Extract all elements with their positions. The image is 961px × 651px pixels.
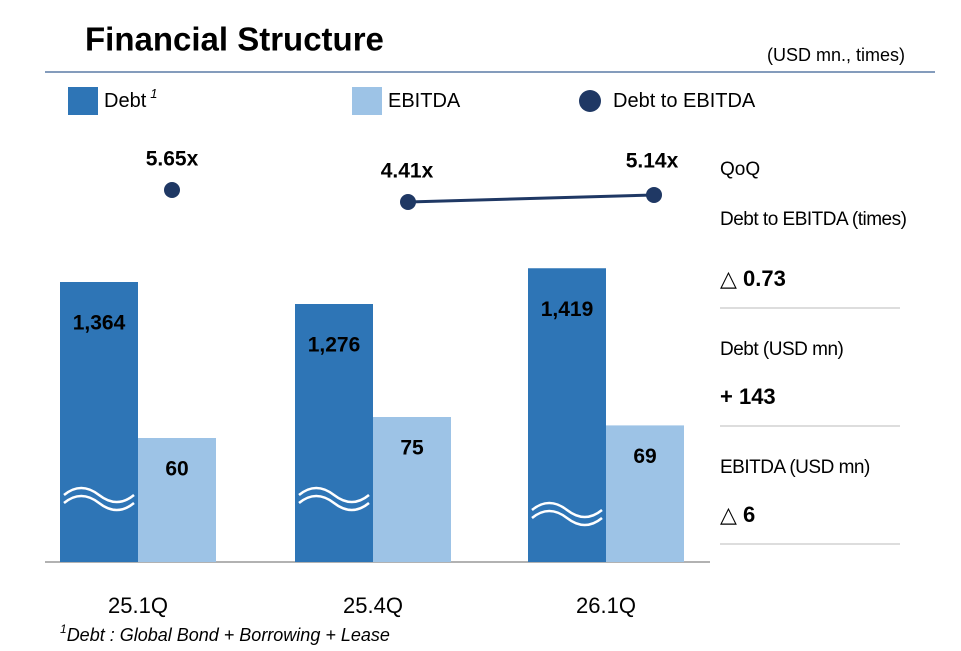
ratio-line (407, 193, 655, 204)
ratio-point (646, 186, 662, 203)
panel-title: QoQ (720, 159, 760, 180)
legend-label: Debt 1 (104, 86, 157, 112)
legend-swatch (352, 87, 382, 115)
chart-title: Financial Structure (85, 21, 384, 58)
axis-break (63, 486, 135, 504)
data-label: 5.14x (626, 150, 679, 173)
axis-break (298, 494, 370, 512)
legend-footnote: 1 (150, 86, 157, 101)
footnote-marker: 1 (60, 622, 67, 636)
bar (606, 425, 684, 562)
axis-break (531, 501, 603, 519)
panel-label: Debt (USD mn) (720, 339, 844, 360)
panel-value: △ 0.73 (720, 266, 786, 291)
panel-label: Debt to EBITDA (times) (720, 209, 907, 230)
bar (138, 438, 216, 562)
footnote-text: Debt : Global Bond + Borrowing + Lease (67, 625, 390, 645)
legend-name: EBITDA (388, 90, 461, 112)
chart-subtitle: (USD mn., times) (767, 45, 905, 65)
bar (373, 417, 451, 562)
legend-label: Debt to EBITDA (613, 90, 756, 112)
data-label: 1,364 (73, 312, 126, 335)
data-label: 4.41x (381, 160, 434, 183)
x-tick-label: 25.1Q (108, 593, 168, 618)
data-label: 1,419 (541, 298, 594, 321)
legend-swatch (579, 90, 601, 112)
footnote: 1Debt : Global Bond + Borrowing + Lease (60, 622, 390, 645)
bar (60, 282, 138, 562)
panel-label: EBITDA (USD mn) (720, 457, 870, 478)
panel-value: △ 6 (720, 502, 755, 527)
legend-swatch (68, 87, 98, 115)
legend-name: Debt (104, 90, 147, 112)
legend-label: EBITDA (388, 90, 461, 112)
panel-value: + 143 (720, 384, 776, 409)
axis-break (531, 509, 603, 527)
data-label: 69 (633, 445, 656, 468)
axis-break (63, 494, 135, 512)
data-label: 5.65x (146, 148, 199, 171)
ratio-point (400, 194, 416, 211)
ratio-point (164, 182, 180, 198)
bar (295, 304, 373, 562)
x-tick-label: 26.1Q (576, 593, 636, 618)
x-tick-label: 25.4Q (343, 593, 403, 618)
data-label: 60 (165, 458, 188, 481)
data-label: 75 (400, 437, 424, 460)
data-label: 1,276 (308, 334, 361, 357)
legend-name: Debt to EBITDA (613, 90, 756, 112)
axis-break (298, 486, 370, 504)
